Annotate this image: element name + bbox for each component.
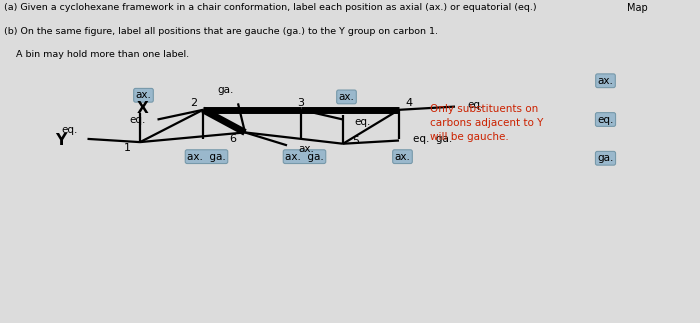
Text: eq.  ga.: eq. ga.: [413, 134, 452, 144]
Text: 6: 6: [229, 134, 236, 144]
Text: A bin may hold more than one label.: A bin may hold more than one label.: [4, 50, 188, 59]
Text: 3: 3: [298, 99, 304, 108]
Text: ax.: ax.: [136, 90, 151, 100]
Text: 4: 4: [405, 99, 412, 108]
Text: Map: Map: [626, 3, 648, 13]
Text: ax.  ga.: ax. ga.: [285, 152, 324, 162]
Text: eq.: eq.: [468, 100, 484, 110]
Text: eq.: eq.: [597, 115, 614, 124]
Text: eq.: eq.: [130, 115, 146, 124]
Text: eq.: eq.: [62, 125, 78, 135]
Text: 1: 1: [124, 143, 131, 153]
Text: eq.: eq.: [354, 117, 371, 127]
Text: (a) Given a cyclohexane framework in a chair conformation, label each position a: (a) Given a cyclohexane framework in a c…: [4, 3, 536, 12]
Text: X: X: [136, 101, 148, 116]
Text: ax.: ax.: [395, 152, 410, 162]
Text: 5: 5: [352, 136, 359, 145]
Text: Y: Y: [55, 133, 66, 148]
Text: ga.: ga.: [217, 86, 234, 95]
Text: Only substituents on
carbons adjacent to Y
will be gauche.: Only substituents on carbons adjacent to…: [430, 104, 544, 142]
Text: ax.: ax.: [598, 76, 613, 86]
Text: (b) On the same figure, label all positions that are gauche (ga.) to the Y group: (b) On the same figure, label all positi…: [4, 27, 438, 36]
Text: ga.: ga.: [597, 153, 614, 163]
Text: ax.: ax.: [299, 144, 314, 154]
Text: ax.  ga.: ax. ga.: [187, 152, 226, 162]
Text: 2: 2: [190, 99, 197, 108]
Text: ax.: ax.: [339, 92, 354, 102]
